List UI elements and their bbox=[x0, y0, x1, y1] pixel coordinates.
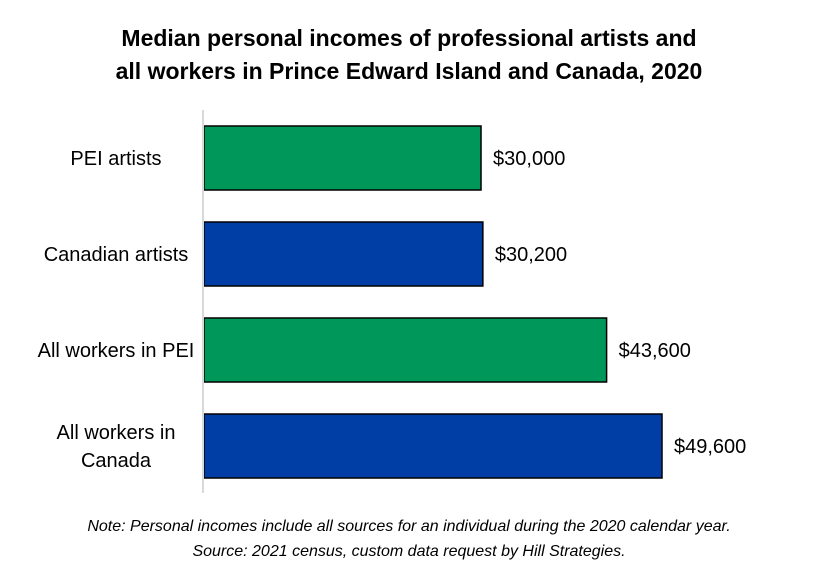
chart-title-line-1: Median personal incomes of professional … bbox=[121, 25, 697, 51]
chart-note: Note: Personal incomes include all sourc… bbox=[0, 514, 818, 564]
data-label-1: $30,200 bbox=[495, 244, 567, 266]
bar-2 bbox=[203, 317, 608, 383]
category-label-2: All workers in PEI bbox=[38, 340, 195, 362]
bar-1 bbox=[203, 221, 484, 287]
source-text: Source: 2021 census, custom data request… bbox=[192, 543, 626, 560]
data-label-2: $43,600 bbox=[619, 340, 691, 362]
category-label-3-line-0: All workers in bbox=[57, 422, 176, 444]
category-label-1-line-0: Canadian artists bbox=[44, 244, 189, 266]
category-label-0-line-0: PEI artists bbox=[70, 148, 161, 170]
bar-3 bbox=[203, 413, 663, 479]
category-label-3-line-1: Canada bbox=[81, 450, 152, 472]
category-label-2-line-0: All workers in PEI bbox=[38, 340, 195, 362]
category-label-3: All workers in Canada bbox=[57, 422, 176, 472]
chart-title-line-2: all workers in Prince Edward Island and … bbox=[115, 58, 703, 84]
category-label-0: PEI artists bbox=[70, 148, 161, 170]
bar-0 bbox=[203, 125, 482, 191]
data-label-3: $49,600 bbox=[674, 436, 746, 458]
note-text: Note: Personal incomes include all sourc… bbox=[87, 518, 731, 535]
chart-title: Median personal incomes of professional … bbox=[0, 22, 818, 88]
data-label-0: $30,000 bbox=[493, 148, 565, 170]
category-label-1: Canadian artists bbox=[44, 244, 189, 266]
